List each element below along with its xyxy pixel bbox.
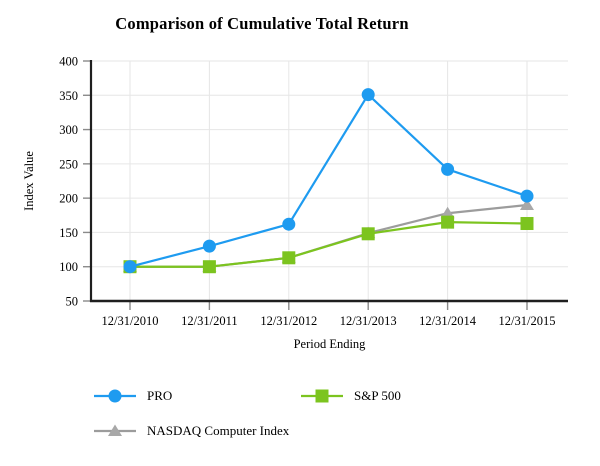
legend-label-nasdaq: NASDAQ Computer Index: [147, 423, 290, 438]
s-p-500-data-point: [441, 215, 455, 229]
nasdaq-triangle-marker-icon: [94, 424, 136, 436]
legend: PRO S&P 500 NASDAQ Computer Index: [93, 388, 563, 458]
nasdaq-computer-index-series-line: [130, 203, 528, 268]
x-tick-label: 12/31/2014: [419, 314, 477, 328]
s-p-500-data-point: [202, 260, 216, 274]
pro-data-point: [282, 217, 296, 231]
legend-row-2: NASDAQ Computer Index: [93, 423, 563, 439]
y-axis-title: Index Value: [22, 151, 36, 211]
y-tick-label: 200: [59, 192, 78, 206]
y-tick-label: 100: [59, 260, 78, 274]
pro-data-point: [123, 260, 137, 274]
x-tick-label: 12/31/2013: [340, 314, 397, 328]
legend-label-pro: PRO: [147, 388, 173, 403]
legend-label-sp500: S&P 500: [354, 388, 401, 403]
chart-title: Comparison of Cumulative Total Return: [115, 14, 409, 33]
s-p-500-series-line: [130, 221, 528, 268]
pro-data-point: [361, 88, 375, 102]
y-tick-label: 300: [59, 123, 78, 137]
y-tick-label: 250: [59, 157, 78, 171]
pro-circle-marker-icon: [94, 389, 136, 403]
legend-row-1: PRO S&P 500: [93, 388, 563, 404]
nasdaq-computer-index-data-point: [520, 198, 534, 210]
y-tick-label: 50: [66, 295, 79, 309]
y-tick-label: 400: [59, 55, 78, 69]
x-tick-label: 12/31/2010: [102, 314, 159, 328]
x-axis-title: Period Ending: [294, 337, 367, 351]
legend-item-pro: PRO: [93, 388, 300, 404]
pro-data-point: [520, 189, 534, 203]
y-tick-label: 150: [59, 226, 78, 240]
legend-item-nasdaq: NASDAQ Computer Index: [93, 423, 300, 439]
pro-series-line: [129, 93, 528, 268]
sp500-square-marker-icon: [301, 389, 343, 403]
plot-area: 50 100 150 200 250 300 350 400 12/31/2010 12/31/2…: [22, 55, 568, 351]
pro-data-point: [441, 162, 455, 176]
legend-item-sp500: S&P 500: [300, 388, 563, 404]
y-tick-label: 350: [59, 89, 78, 103]
s-p-500-data-point: [282, 251, 296, 265]
pro-data-point: [202, 239, 216, 253]
x-tick-label: 12/31/2015: [499, 314, 556, 328]
x-tick-label: 12/31/2012: [260, 314, 317, 328]
x-tick-label: 12/31/2011: [181, 314, 237, 328]
s-p-500-data-point: [520, 217, 534, 231]
s-p-500-data-point: [361, 227, 375, 241]
nasdaq-computer-index-data-point: [440, 206, 455, 219]
